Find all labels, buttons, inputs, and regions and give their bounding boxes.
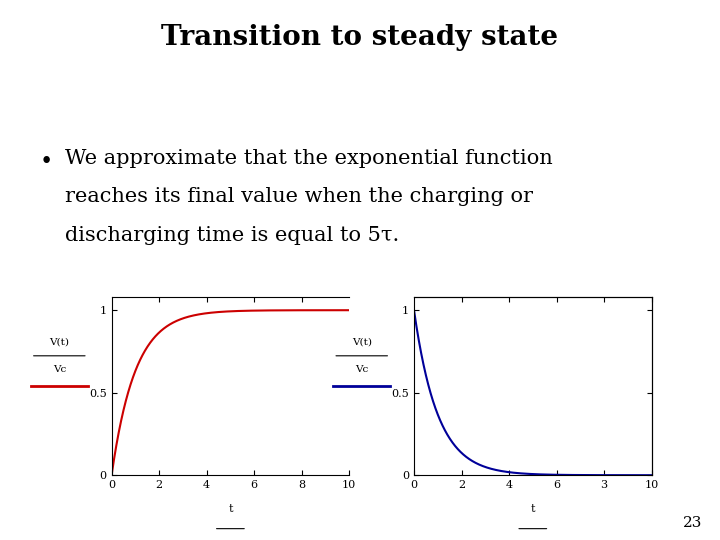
- Text: Vc: Vc: [53, 364, 66, 374]
- Text: Vc: Vc: [355, 364, 369, 374]
- Text: reaches its final value when the charging or: reaches its final value when the chargin…: [65, 187, 533, 206]
- Text: t: t: [531, 504, 535, 515]
- Text: V(t): V(t): [352, 338, 372, 347]
- Text: V(t): V(t): [50, 338, 69, 347]
- Text: Transition to steady state: Transition to steady state: [161, 24, 559, 51]
- Text: We approximate that the exponential function: We approximate that the exponential func…: [65, 148, 552, 167]
- Text: discharging time is equal to 5τ.: discharging time is equal to 5τ.: [65, 226, 399, 245]
- Text: •: •: [40, 151, 53, 173]
- Text: 23: 23: [683, 516, 702, 530]
- Text: t: t: [228, 504, 233, 515]
